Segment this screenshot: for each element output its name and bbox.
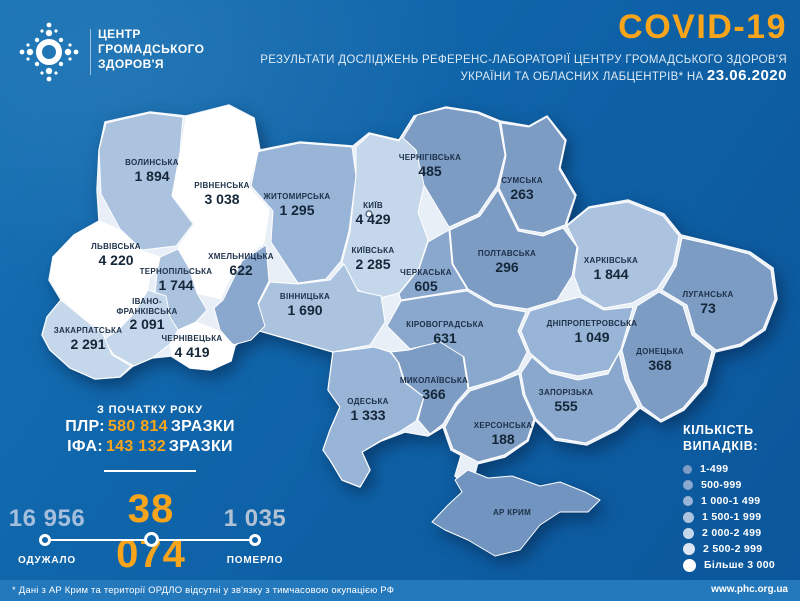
region-shape-donetsk bbox=[621, 291, 713, 421]
region-shape-kherson bbox=[444, 373, 535, 463]
region-shape-kharkiv bbox=[566, 201, 680, 309]
crimea-ordlo-footnote: * Дані з АР Крим та території ОРДЛО відс… bbox=[12, 585, 395, 596]
subtitle-line2: УКРАЇНИ ТА ОБЛАСНИХ ЛАБЦЕНТРІВ* НА 23.06… bbox=[460, 67, 787, 84]
region-shape-volyn bbox=[98, 112, 194, 251]
legend-item: 2 500-2 999 bbox=[683, 541, 775, 557]
legend-item: 1-499 bbox=[683, 461, 775, 477]
pcr-count: 580 814 bbox=[107, 418, 168, 435]
legend-items: 1-499 500-999 1 000-1 499 1 500-1 999 2 … bbox=[683, 461, 775, 573]
logo-divider bbox=[90, 29, 91, 75]
legend-item: 500-999 bbox=[683, 477, 775, 493]
logo-line: ЦЕНТР bbox=[98, 27, 141, 41]
footer-bar: * Дані з АР Крим та території ОРДЛО відс… bbox=[0, 580, 800, 601]
confirmed-node-icon bbox=[144, 532, 159, 547]
region-shape-zhytomyr bbox=[250, 142, 357, 284]
subtitle: РЕЗУЛЬТАТИ ДОСЛІДЖЕНЬ РЕФЕРЕНС-ЛАБОРАТОР… bbox=[260, 52, 787, 85]
legend-item: 1 500-1 999 bbox=[683, 509, 775, 525]
legend-swatch-icon bbox=[683, 496, 693, 506]
recovered-label: ОДУЖАЛО bbox=[18, 555, 76, 566]
region-shape-poltava bbox=[449, 189, 578, 310]
legend-swatch-icon bbox=[683, 543, 695, 555]
recovered-count: 16 956 bbox=[8, 505, 86, 532]
region-shape-odesa bbox=[322, 346, 425, 488]
legend-swatch-icon bbox=[683, 464, 692, 474]
region-shape-zaporizhzhia bbox=[520, 352, 639, 444]
region-shape-ivano-frankivsk bbox=[102, 289, 179, 367]
region-shape-lviv bbox=[49, 220, 161, 333]
region-shape-crimea bbox=[431, 469, 601, 557]
subtitle-line1: РЕЗУЛЬТАТИ ДОСЛІДЖЕНЬ РЕФЕРЕНС-ЛАБОРАТОР… bbox=[260, 54, 787, 66]
samples-panel: З ПОЧАТКУ РОКУ ПЛР: 580 814 ЗРАЗКИ ІФА: 143… bbox=[40, 404, 260, 472]
website-url[interactable]: www.phc.org.ua bbox=[711, 584, 788, 595]
legend-swatch-icon bbox=[683, 527, 694, 539]
legend-swatch-icon bbox=[683, 480, 693, 490]
deaths-count: 1 035 bbox=[223, 505, 287, 532]
pcr-samples-row: ПЛР: 580 814 ЗРАЗКИ bbox=[65, 418, 235, 435]
deaths-total: 1 035 ПОМЕРЛО bbox=[202, 505, 308, 566]
region-shape-kirovohrad bbox=[386, 290, 528, 389]
logo-wordmark: ЦЕНТР ГРОМАДСЬКОГО ЗДОРОВ'Я bbox=[98, 27, 204, 72]
region-shape-khmelnytskyi bbox=[213, 244, 270, 346]
elisa-count: 143 132 bbox=[105, 438, 166, 455]
legend-item: 2 000-2 499 bbox=[683, 525, 775, 541]
logo-line: ЗДОРОВ'Я bbox=[98, 57, 164, 71]
logo-line: ГРОМАДСЬКОГО bbox=[98, 42, 205, 56]
deaths-node-icon bbox=[249, 534, 261, 546]
region-shape-sumy bbox=[498, 116, 576, 234]
divider bbox=[104, 470, 196, 472]
samples-heading: З ПОЧАТКУ РОКУ bbox=[97, 404, 203, 416]
legend-title: КІЛЬКІСТЬ ВИПАДКІВ: bbox=[683, 423, 759, 453]
phc-logo-icon bbox=[19, 22, 79, 82]
region-shape-chernihiv bbox=[402, 107, 506, 228]
region-shape-zakarpattia bbox=[41, 299, 132, 380]
page-title: COVID-19 bbox=[618, 8, 787, 46]
region-shape-luhansk bbox=[661, 237, 776, 351]
report-date: 23.06.2020 bbox=[706, 67, 787, 84]
region-shape-cherkasy bbox=[398, 229, 468, 301]
legend-item: 1 000-1 499 bbox=[683, 493, 775, 509]
legend-swatch-icon bbox=[683, 511, 694, 523]
deaths-label: ПОМЕРЛО bbox=[226, 555, 284, 566]
region-shape-chernivtsi bbox=[169, 321, 236, 371]
region-shape-rivne bbox=[172, 105, 270, 300]
region-shape-dnipro bbox=[520, 296, 634, 377]
recovered-node-icon bbox=[39, 534, 51, 546]
legend: КІЛЬКІСТЬ ВИПАДКІВ: 1-499 500-999 1 000-… bbox=[683, 422, 775, 573]
legend-swatch-icon bbox=[683, 558, 696, 572]
kyiv-city-marker-icon bbox=[365, 210, 373, 218]
recovered-total: 16 956 ОДУЖАЛО bbox=[0, 505, 102, 566]
legend-item: Більше 3 000 bbox=[683, 557, 775, 573]
elisa-samples-row: ІФА: 143 132 ЗРАЗКИ bbox=[67, 438, 233, 455]
